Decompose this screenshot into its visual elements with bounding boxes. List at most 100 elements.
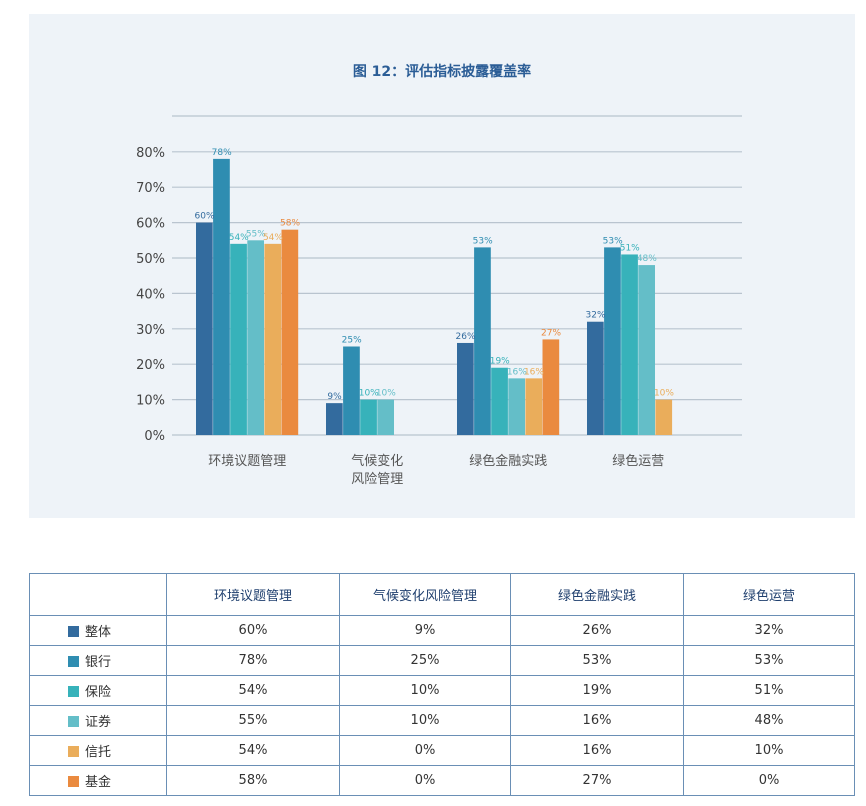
x-category-label: 气候变化 — [351, 453, 403, 469]
table-cell: 25% — [339, 645, 511, 676]
bar — [508, 378, 525, 435]
table-body: 整体 60% 9% 26% 32% 银行 78% 25% 53% 53% 保险 54% 10% 19% 51… — [29, 615, 855, 796]
data-label: 51% — [620, 243, 640, 253]
bar — [604, 247, 621, 435]
data-label: 16% — [507, 367, 527, 377]
bar — [491, 367, 508, 435]
data-label: 10% — [359, 389, 379, 399]
x-category-label: 绿色金融实践 — [469, 453, 547, 469]
table-header-corner — [29, 573, 167, 616]
table-row: 保险 54% 10% 19% 51% — [29, 675, 855, 706]
table-cell: 10% — [339, 675, 511, 706]
data-label: 32% — [586, 311, 606, 321]
bar-chart: 图 12：评估指标披露覆盖率 0% 10% 20% 30% 40% 50% 60% 70% 80… — [136, 63, 742, 487]
row-header: 保险 — [29, 675, 167, 706]
legend-swatch — [68, 746, 79, 757]
table-cell: 27% — [510, 765, 684, 796]
bar — [213, 158, 230, 435]
table-row: 信托 54% 0% 16% 10% — [29, 735, 855, 766]
data-label: 55% — [246, 229, 266, 239]
bar — [655, 399, 673, 435]
bar — [474, 247, 491, 435]
table-cell: 32% — [683, 615, 855, 646]
bar — [621, 254, 638, 435]
data-label: 27% — [541, 328, 561, 338]
table-cell: 53% — [683, 645, 855, 676]
table-cell: 26% — [510, 615, 684, 646]
y-tick-label: 70% — [136, 181, 165, 196]
data-label: 19% — [490, 357, 510, 367]
row-header: 银行 — [29, 645, 167, 676]
y-tick-label: 40% — [136, 287, 165, 302]
data-label: 26% — [456, 332, 476, 342]
table-cell: 78% — [166, 645, 340, 676]
data-label: 54% — [229, 233, 249, 243]
data-label: 9% — [327, 392, 342, 402]
data-table: 环境议题管理 气候变化风险管理 绿色金融实践 绿色运营 整体 60% 9% 26% 32… — [29, 573, 855, 796]
legend-swatch — [68, 656, 79, 667]
table-cell: 9% — [339, 615, 511, 646]
table-cell: 48% — [683, 705, 855, 736]
y-tick-label: 30% — [136, 323, 165, 338]
data-label: 10% — [654, 389, 674, 399]
bar-layer — [196, 158, 673, 435]
table-cell: 0% — [339, 765, 511, 796]
table-cell: 19% — [510, 675, 684, 706]
bar — [360, 399, 377, 435]
label-layer: 60% 9% 26% 32% 78% 25% 53% 53% 54% 10% 19% 51% 55% 10… — [195, 148, 675, 487]
chart-title: 图 12：评估指标披露覆盖率 — [353, 63, 531, 80]
data-label: 53% — [603, 236, 623, 246]
series-name: 证券 — [85, 715, 112, 730]
table-cell: 16% — [510, 705, 684, 736]
y-tick-label: 50% — [136, 252, 165, 267]
table-header-row: 环境议题管理 气候变化风险管理 绿色金融实践 绿色运营 — [29, 573, 855, 616]
x-category-label: 风险管理 — [351, 472, 403, 487]
legend-swatch — [68, 776, 79, 787]
data-label: 16% — [524, 367, 544, 377]
table-row: 基金 58% 0% 27% 0% — [29, 765, 855, 796]
table-header-cell: 绿色金融实践 — [510, 573, 684, 616]
table-cell: 10% — [339, 705, 511, 736]
data-label: 48% — [637, 254, 657, 264]
row-header: 基金 — [29, 765, 167, 796]
series-name: 信托 — [85, 745, 112, 760]
table-row: 银行 78% 25% 53% 53% — [29, 645, 855, 676]
table-header-cell: 环境议题管理 — [166, 573, 340, 616]
x-category-label: 环境议题管理 — [208, 454, 286, 469]
bar — [587, 321, 604, 435]
bar — [196, 222, 213, 435]
y-tick-label: 80% — [136, 146, 165, 161]
bar — [343, 346, 360, 435]
table-cell: 53% — [510, 645, 684, 676]
bar — [247, 240, 264, 435]
table-cell: 60% — [166, 615, 340, 646]
bar — [264, 243, 282, 435]
table-cell: 54% — [166, 735, 340, 766]
bar — [638, 265, 655, 435]
table-cell: 58% — [166, 765, 340, 796]
data-label: 60% — [195, 212, 215, 222]
row-header: 整体 — [29, 615, 167, 646]
chart-panel: 图 12：评估指标披露覆盖率 0% 10% 20% 30% 40% 50% 60% 70% 80… — [29, 14, 855, 518]
table-cell: 0% — [683, 765, 855, 796]
data-label: 58% — [280, 219, 300, 229]
series-name: 保险 — [85, 685, 112, 700]
table-header-cell: 气候变化风险管理 — [339, 573, 511, 616]
data-label: 10% — [376, 389, 396, 399]
bar — [457, 342, 474, 435]
y-tick-label: 10% — [136, 394, 165, 409]
legend-swatch — [68, 716, 79, 727]
series-name: 银行 — [85, 655, 112, 670]
table-cell: 55% — [166, 705, 340, 736]
data-label: 53% — [473, 236, 493, 246]
row-header: 信托 — [29, 735, 167, 766]
table-cell: 16% — [510, 735, 684, 766]
legend-swatch — [68, 686, 79, 697]
y-tick-label: 0% — [144, 429, 165, 444]
table-cell: 10% — [683, 735, 855, 766]
series-name: 基金 — [85, 775, 112, 790]
y-tick-label: 60% — [136, 217, 165, 232]
bar — [281, 229, 299, 435]
bar — [326, 403, 343, 435]
data-label: 25% — [342, 336, 362, 346]
